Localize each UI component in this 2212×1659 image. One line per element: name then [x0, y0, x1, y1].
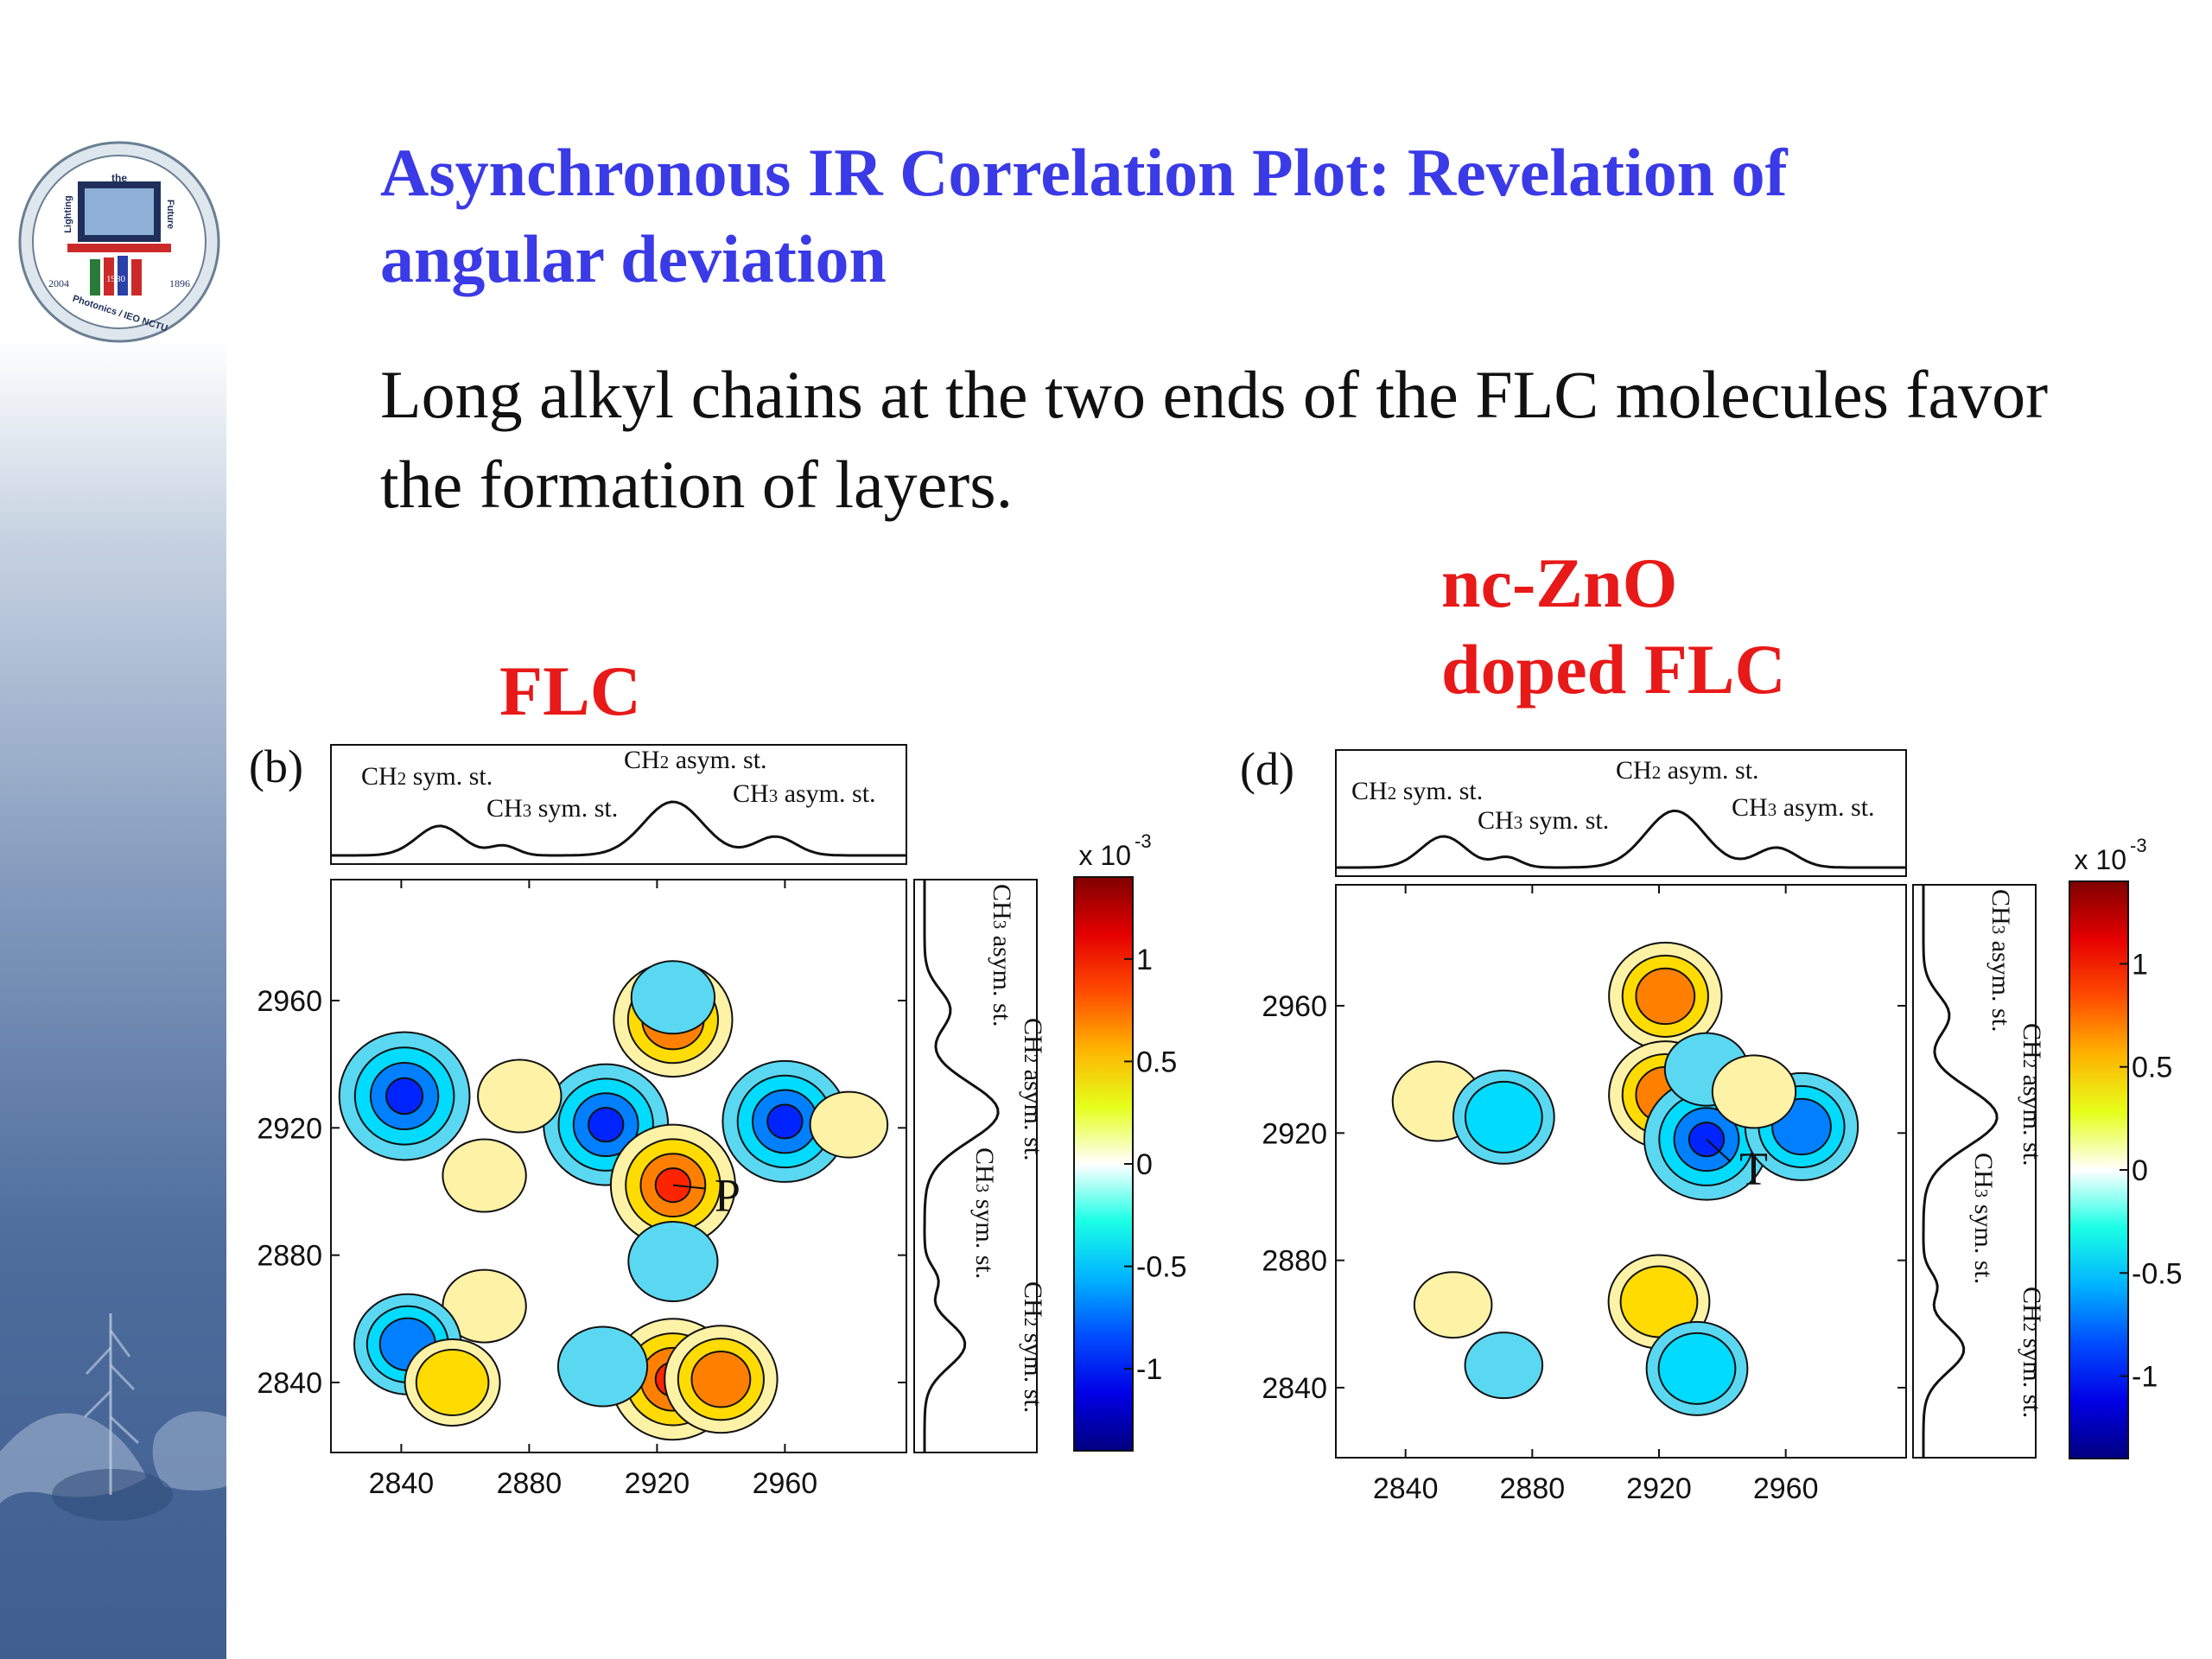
top-spectrum-line [331, 800, 906, 857]
logo-year-right: 1896 [169, 277, 190, 289]
x-tick-label: 2920 [1626, 1472, 1692, 1505]
contour-peak [1711, 1054, 1797, 1129]
slide-body-text: Long alkyl chains at the two ends of the… [380, 357, 2049, 522]
annotation-line [1706, 1138, 1732, 1163]
logo-text-left: Lighting [63, 195, 73, 232]
top-spectrum-label: CH2 sym. st. [361, 762, 493, 791]
contour-peak [1464, 1332, 1544, 1400]
y-tick-label: 2920 [1262, 1117, 1327, 1150]
top-spectrum-label: CH3 sym. st. [486, 794, 618, 823]
top-spectrum-line [1336, 809, 1906, 869]
annotation-line [672, 1184, 707, 1190]
logo-emblem: the Lighting Future 2004 1980 1896 Photo… [18, 141, 220, 343]
annotation-label: P [715, 1170, 741, 1222]
contour-peak [1657, 1332, 1737, 1405]
side-spectrum-label: CH2 sym. st. [1019, 1281, 1047, 1413]
colorbar-tick-label: 0.5 [2132, 1052, 2172, 1084]
colorbar-tick-label: 1 [2132, 948, 2148, 981]
contour-peak [385, 1077, 424, 1116]
logo-text-top: the [111, 172, 127, 184]
contour-peak [1635, 967, 1696, 1026]
contour-peak [442, 1138, 527, 1213]
contour-peak [809, 1090, 889, 1159]
annotation-label: T [1739, 1143, 1768, 1195]
colorbar-multiplier: x 10 [1079, 840, 1131, 871]
panel-label: (d) [1240, 743, 1294, 795]
colorbar-tick-label: -0.5 [2132, 1257, 2183, 1290]
y-tick-label: 2960 [1262, 990, 1327, 1023]
colorbar-tick-label: 0 [2132, 1154, 2148, 1187]
colorbar-tick-label: -1 [1136, 1353, 1162, 1386]
top-spectrum-label: CH3 asym. st. [733, 779, 876, 808]
top-spectrum-label: CH3 asym. st. [1732, 793, 1875, 822]
panel-title-zno: nc-ZnO doped FLC [1441, 543, 1786, 709]
top-spectrum-label: CH3 sym. st. [1478, 806, 1609, 835]
contour-layer [338, 960, 889, 1441]
hands-with-seedling-image [0, 1313, 226, 1521]
x-tick-label: 2840 [1373, 1472, 1439, 1505]
logo-year-left: 2004 [48, 277, 69, 289]
x-tick-label: 2880 [1500, 1472, 1566, 1505]
colorbar [2069, 880, 2129, 1459]
y-tick-label: 2880 [1262, 1245, 1327, 1278]
panel-title-flc: FLC [499, 652, 641, 730]
top-spectrum-frame [1335, 749, 1907, 877]
chart-panel-0: (b) CH2 sym. st.CH3 sym. st.CH2 asym. st.… [249, 741, 1187, 1500]
side-spectrum-label: CH3 asym. st. [1986, 889, 2015, 1033]
colorbar-tick-label: 0.5 [1136, 1046, 1177, 1078]
side-spectrum-line [923, 880, 1000, 1452]
side-spectrum-label: CH2 asym. st. [2018, 1023, 2046, 1166]
contour-peak [766, 1103, 804, 1140]
colorbar-tick-label: -0.5 [1136, 1251, 1187, 1284]
colorbar-tick-label: 1 [1136, 944, 1153, 976]
side-spectrum-frame [1912, 884, 2037, 1459]
colorbar-exponent: -3 [2130, 835, 2147, 856]
x-tick-label: 2840 [369, 1467, 435, 1500]
side-spectrum-label: CH3 sym. st. [970, 1147, 999, 1279]
colorbar-tick-label: -1 [2132, 1361, 2158, 1394]
side-spectrum-label: CH2 asym. st. [1019, 1018, 1047, 1161]
colorbar-exponent: -3 [1135, 830, 1152, 852]
x-tick-label: 2960 [1753, 1472, 1819, 1505]
x-tick-label: 2960 [753, 1467, 818, 1500]
y-tick-label: 2840 [257, 1367, 322, 1400]
slide-title: Asynchronous IR Correlation Plot: Revela… [380, 135, 1788, 296]
contour-peak [1413, 1271, 1493, 1339]
top-spectrum-label: CH2 sym. st. [1351, 777, 1483, 805]
contour-peak [627, 1221, 719, 1302]
y-tick-label: 2840 [1262, 1372, 1327, 1405]
colorbar [1073, 876, 1134, 1452]
side-spectrum-frame [913, 879, 1038, 1453]
contour-plot-frame [330, 879, 907, 1453]
colorbar-multiplier: x 10 [2075, 844, 2126, 875]
contour-peak [630, 960, 716, 1035]
y-tick-label: 2880 [257, 1240, 322, 1273]
colorbar-tick-label: 0 [1136, 1148, 1153, 1181]
contour-peak [477, 1058, 563, 1134]
top-spectrum-label: CH2 asym. st. [1616, 756, 1759, 785]
contour-peak [1464, 1080, 1543, 1154]
chart-panel-1: (d) CH2 sym. st.CH3 sym. st.CH2 asym. st.… [1240, 743, 2183, 1505]
top-spectrum-label: CH2 asym. st. [624, 746, 767, 774]
contour-plot-frame [1335, 884, 1907, 1459]
contour-peak [556, 1325, 649, 1408]
x-tick-label: 2880 [497, 1467, 563, 1500]
logo-text-right: Future [165, 200, 175, 229]
logo-year-mid: 1980 [106, 274, 126, 284]
side-spectrum-line [1922, 885, 1999, 1458]
y-tick-label: 2960 [257, 985, 322, 1018]
contour-peak [415, 1348, 490, 1416]
side-spectrum-label: CH2 sym. st. [2018, 1287, 2046, 1418]
side-spectrum-label: CH3 asym. st. [988, 884, 1016, 1027]
y-tick-label: 2920 [257, 1112, 322, 1145]
contour-peak [690, 1351, 752, 1408]
contour-peak [588, 1107, 625, 1143]
x-tick-label: 2920 [625, 1467, 690, 1500]
institute-logo: the Lighting Future 2004 1980 1896 Photo… [16, 138, 223, 346]
panel-label: (b) [249, 741, 303, 792]
side-spectrum-label: CH3 sym. st. [1969, 1153, 1998, 1284]
